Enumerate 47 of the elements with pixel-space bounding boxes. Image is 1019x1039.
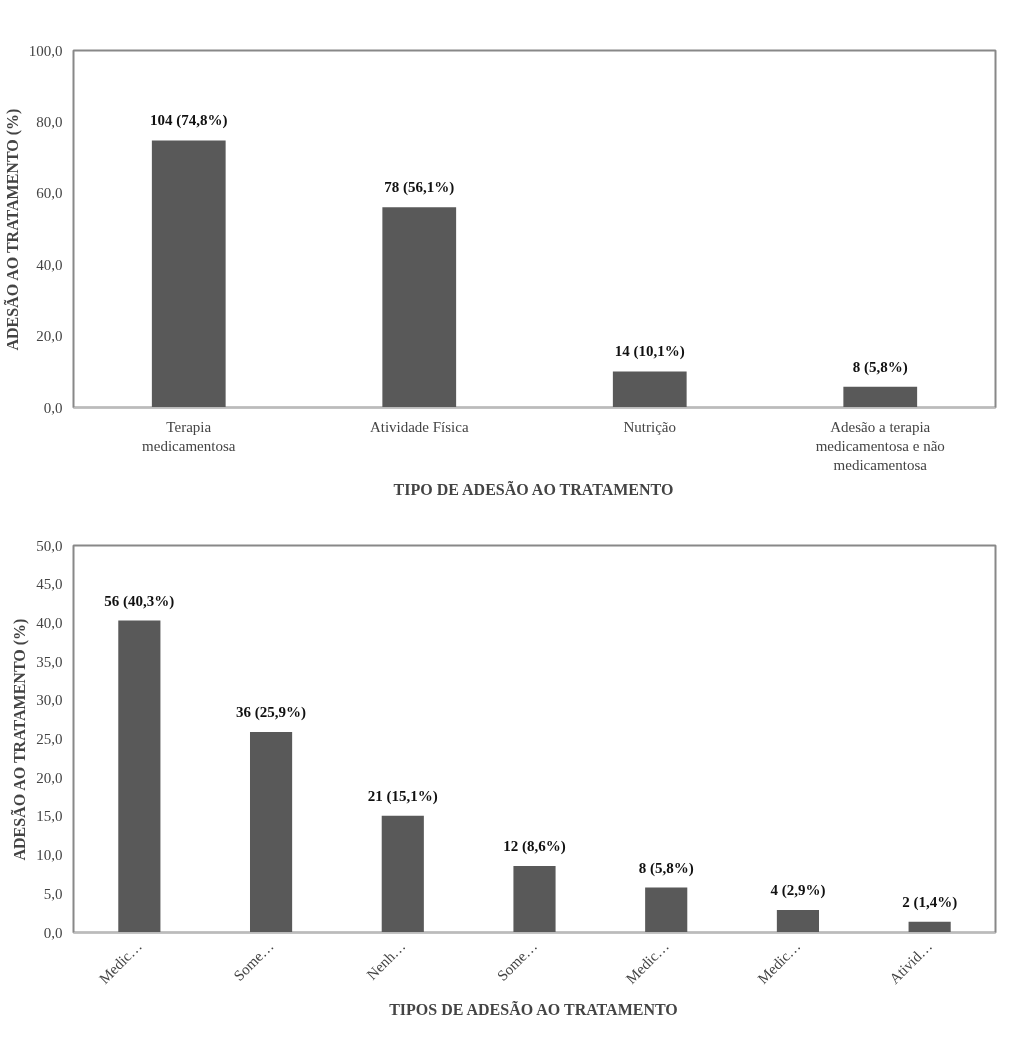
bar [776,910,819,933]
data-label: 21 (15,1%) [367,787,438,805]
data-label: 78 (56,1%) [384,179,455,197]
bar [908,921,951,933]
bar [382,207,457,408]
x-tick-label: Terapia medicamentosa [142,418,236,454]
y-tick-label: 15,0 [36,808,63,825]
data-label: 8 (5,8%) [852,358,908,376]
data-label: 14 (10,1%) [614,343,685,361]
y-tick-label: 40,0 [36,256,63,273]
bar [843,386,918,408]
data-label: 4 (2,9%) [770,882,826,900]
y-tick-label: 60,0 [36,185,63,202]
y-tick-label: 100,0 [28,42,63,59]
y-tick-label: 10,0 [36,847,63,864]
y-tick-label: 0,0 [43,399,63,416]
y-axis-title: ADESÃO AO TRATAMENTO (%) [2,108,22,351]
bar [645,887,688,933]
y-axis-title: ADESÃO AO TRATAMENTO (%) [10,618,30,861]
bar [118,620,161,933]
y-tick-label: 5,0 [43,885,63,902]
x-tick-label: Atividade Física [369,418,469,435]
y-tick-label: 20,0 [36,769,63,786]
bar [612,371,687,408]
y-tick-label: 35,0 [36,653,63,670]
x-tick-label: Nutrição [623,418,676,435]
bar [513,865,556,933]
x-axis-title: TIPO DE ADESÃO AO TRATAMENTO [393,479,674,498]
data-label: 12 (8,6%) [503,837,566,855]
data-label: 8 (5,8%) [638,859,694,877]
bar [381,815,424,933]
data-label: 56 (40,3%) [104,592,175,610]
data-label: 104 (74,8%) [150,112,228,130]
y-tick-label: 80,0 [36,113,63,130]
y-tick-label: 45,0 [36,576,63,593]
y-tick-label: 30,0 [36,692,63,709]
x-axis-title: TIPOS DE ADESÃO AO TRATAMENTO [389,999,678,1018]
y-tick-label: 40,0 [36,614,63,631]
data-label: 36 (25,9%) [236,704,307,722]
data-label: 2 (1,4%) [902,893,958,911]
y-tick-label: 50,0 [36,537,63,554]
bar [151,140,226,408]
y-tick-label: 20,0 [36,328,63,345]
x-tick-label: Adesão a terapia medicamentosa e não medicamentosa [815,418,945,473]
y-tick-label: 0,0 [43,924,63,941]
bar [250,732,293,933]
y-tick-label: 25,0 [36,731,63,747]
